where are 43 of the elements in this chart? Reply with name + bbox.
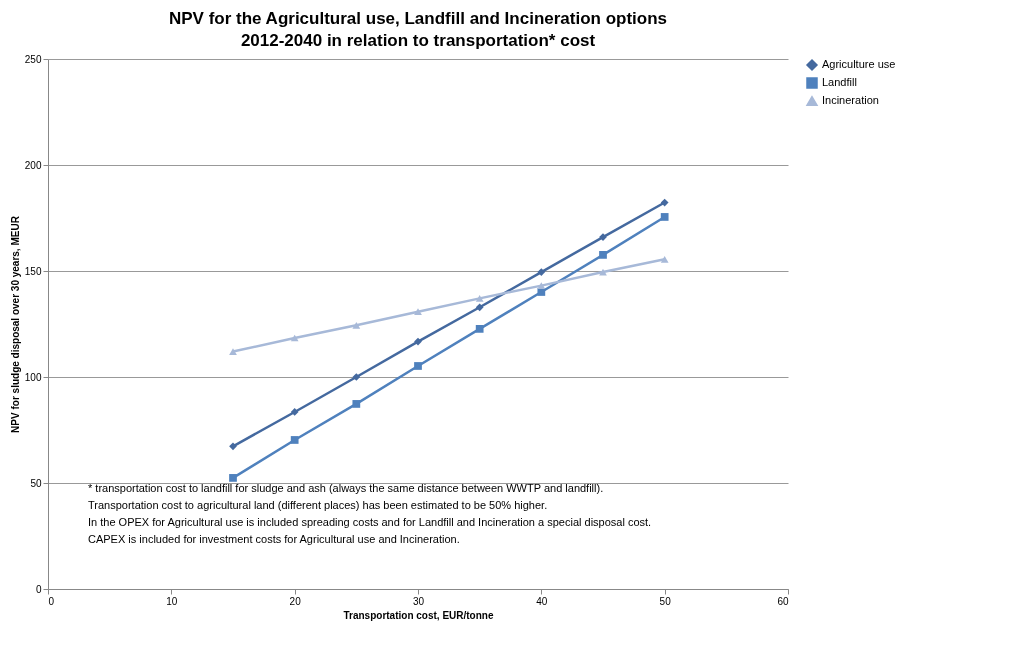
y-tick-label: 100 [24, 371, 42, 383]
y-tick-label: 150 [24, 265, 42, 277]
x-tick-label: 60 [777, 595, 789, 607]
point [352, 321, 361, 329]
point [229, 348, 237, 355]
chart-title: NPV for the Agricultural use, Landfill and Incineration options 2012-2040 in relation to transportation* cost [168, 9, 668, 50]
point [352, 400, 361, 408]
annotation: Transportation cost to agricultural land (different places) has been estimated to be 50% higher. [88, 499, 548, 511]
point [537, 282, 546, 289]
point [537, 268, 546, 276]
y-axis-title: NPV for sludge disposal over 30 years, MEUR [9, 215, 21, 433]
point [414, 362, 422, 370]
y-tick-label: 50 [30, 477, 42, 489]
x-tick-label: 10 [166, 595, 178, 607]
legend-label: Landfill [822, 76, 857, 88]
point [475, 294, 484, 302]
point [229, 442, 237, 451]
point [229, 474, 237, 482]
y-tick-label: 200 [24, 159, 42, 171]
x-tick-label: 50 [659, 595, 672, 607]
point [599, 251, 607, 259]
point [352, 373, 361, 381]
x-tick-label: 20 [289, 595, 302, 607]
legend-label: Agriculture use [822, 58, 896, 70]
point [414, 308, 422, 316]
point [660, 213, 669, 221]
annotation: In the OPEX for Agricultural use is included spreading costs and for Landfill and Incineration a special disposal cost. [88, 516, 652, 528]
point [660, 198, 669, 207]
point [660, 255, 669, 263]
y-tick-label: 0 [35, 583, 42, 595]
point [475, 303, 484, 312]
x-tick-label: 30 [412, 595, 425, 607]
x-tick-label: 0 [48, 595, 55, 607]
point [475, 325, 484, 333]
annotation: * transportation cost to landfill for sludge and ash (always the same distance between WWTP and landfill). [88, 482, 604, 494]
point [290, 436, 299, 444]
x-axis-title: Transportation cost, EUR/tonne [343, 609, 494, 621]
point [414, 337, 422, 346]
legend-label: Incineration [822, 94, 879, 106]
x-tick-label: 40 [536, 595, 548, 607]
y-tick-label: 250 [24, 53, 42, 65]
point [290, 408, 299, 416]
annotation: CAPEX is included for investment costs for Agricultural use and Incineration. [88, 533, 460, 545]
